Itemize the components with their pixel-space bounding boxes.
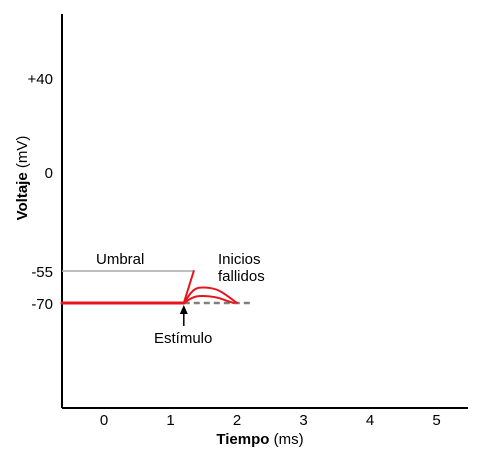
y-tick-label: -55 bbox=[31, 264, 53, 281]
trace-failed-initiation bbox=[182, 295, 235, 304]
trace-failed-initiation bbox=[182, 286, 238, 304]
x-tick-label: 4 bbox=[366, 412, 374, 429]
axes bbox=[61, 14, 468, 409]
y-tick-label: 0 bbox=[45, 165, 53, 182]
threshold-label: Umbral bbox=[96, 251, 144, 268]
failed-initiations-label-line2: fallidos bbox=[218, 268, 265, 285]
stimulus-label: Estímulo bbox=[154, 330, 212, 347]
plot-area bbox=[60, 270, 251, 326]
y-tick-label: +40 bbox=[28, 71, 53, 88]
x-tick-label: 3 bbox=[299, 412, 307, 429]
y-axis-title: Voltaje (mV) bbox=[14, 136, 31, 221]
x-tick-label: 1 bbox=[166, 412, 174, 429]
x-tick-label: 5 bbox=[432, 412, 440, 429]
x-tick-label: 2 bbox=[233, 412, 241, 429]
y-axis-title-main: Voltaje bbox=[14, 172, 31, 220]
x-axis-title: Tiempo (ms) bbox=[216, 431, 303, 448]
y-tick-label: -70 bbox=[31, 296, 53, 313]
x-axis-title-main: Tiempo bbox=[216, 431, 269, 448]
y-axis-title-unit: (mV) bbox=[14, 136, 31, 173]
x-axis-title-unit: (ms) bbox=[269, 431, 303, 448]
trace-rising bbox=[182, 270, 195, 304]
failed-initiations-label-line1: Inicios bbox=[218, 251, 261, 268]
y-tick-labels: +40 0 -55 -70 bbox=[28, 71, 53, 313]
stimulus-arrow-head bbox=[179, 305, 188, 314]
x-tick-labels: 0 1 2 3 4 5 bbox=[100, 412, 441, 429]
x-tick-label: 0 bbox=[100, 412, 108, 429]
